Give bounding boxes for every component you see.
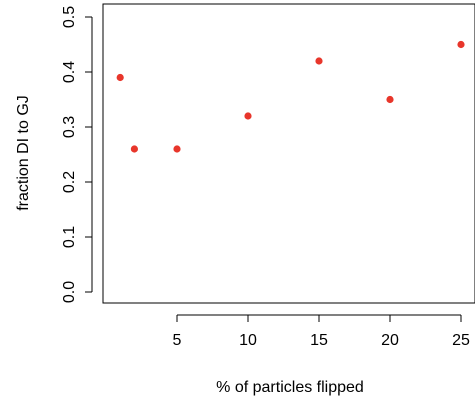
data-points: [116, 40, 465, 153]
data-point: [173, 145, 181, 153]
x-tick-label: 15: [310, 332, 328, 349]
data-point: [130, 145, 138, 153]
data-point: [386, 95, 394, 104]
data-point: [315, 57, 323, 65]
y-tick-label: 0.2: [61, 171, 78, 193]
x-axis: 5 10 15 20 25: [173, 314, 470, 349]
y-axis: 0.0 0.1 0.2 0.3 0.4 0.5: [61, 6, 93, 303]
y-axis-title: fraction DI to GJ: [15, 95, 32, 211]
x-tick-label: 20: [381, 332, 399, 349]
y-tick-label: 0.3: [61, 116, 78, 138]
x-tick-label: 5: [173, 332, 182, 349]
x-tick-label: 10: [239, 332, 257, 349]
y-tick-label: 0.1: [61, 226, 78, 248]
y-tick-label: 0.0: [61, 281, 78, 303]
y-tick-label: 0.4: [61, 61, 78, 83]
data-point: [457, 40, 465, 49]
x-axis-title: % of particles flipped: [216, 379, 364, 396]
data-point: [116, 73, 124, 82]
plot-frame: [102, 3, 475, 304]
y-tick-label: 0.5: [61, 6, 78, 28]
x-tick-label: 25: [452, 332, 470, 349]
data-point: [244, 112, 252, 120]
